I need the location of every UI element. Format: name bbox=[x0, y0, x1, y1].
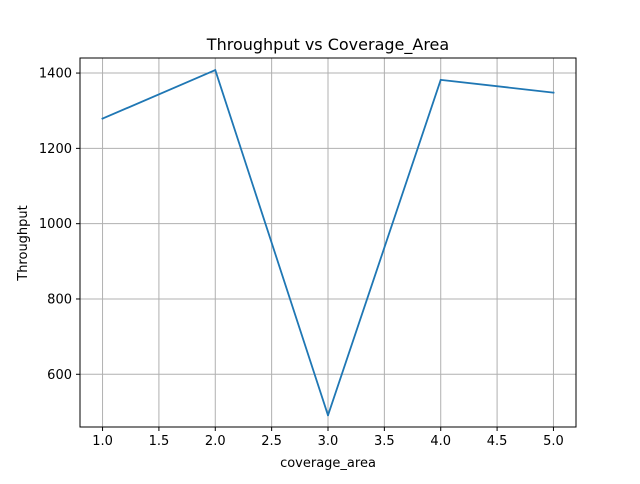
data-point bbox=[327, 414, 329, 417]
x-tick-label: 4.0 bbox=[430, 434, 451, 449]
y-tick-label: 1000 bbox=[39, 217, 72, 232]
x-tick-label: 5.0 bbox=[543, 434, 564, 449]
y-tick-label: 600 bbox=[47, 368, 72, 383]
data-point bbox=[214, 69, 217, 71]
data-point bbox=[439, 78, 442, 81]
y-tick-label: 800 bbox=[47, 292, 72, 307]
grid bbox=[80, 58, 576, 427]
y-tick-label: 1400 bbox=[39, 67, 72, 82]
y-axis-ticks: 600 800 1000 1200 1400 bbox=[39, 67, 80, 383]
data-point bbox=[101, 117, 104, 120]
x-tick-label: 1.5 bbox=[149, 434, 170, 449]
x-tick-label: 3.0 bbox=[318, 434, 339, 449]
x-axis-label: coverage_area bbox=[280, 456, 376, 471]
y-tick-label: 1200 bbox=[39, 142, 72, 157]
x-tick-label: 2.5 bbox=[261, 434, 282, 449]
x-tick-label: 2.0 bbox=[205, 434, 226, 449]
y-axis-label: Throughput bbox=[16, 205, 31, 282]
x-tick-label: 4.5 bbox=[487, 434, 508, 449]
chart-title: Throughput vs Coverage_Area bbox=[206, 35, 449, 55]
data-point bbox=[552, 91, 555, 94]
x-tick-label: 1.0 bbox=[92, 434, 113, 449]
series-layer bbox=[101, 69, 555, 417]
x-tick-label: 3.5 bbox=[374, 434, 395, 449]
x-axis-ticks: 1.0 1.5 2.0 2.5 3.0 3.5 4.0 4.5 5.0 bbox=[92, 427, 564, 449]
